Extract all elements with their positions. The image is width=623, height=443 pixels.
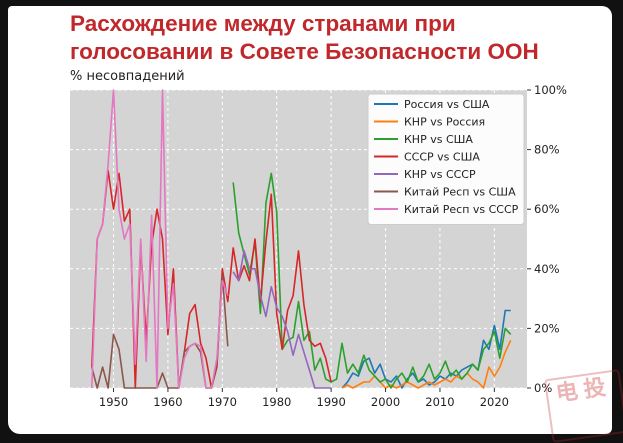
y-tick-label: 0% [534, 381, 552, 395]
y-tick-label: 40% [534, 262, 560, 276]
legend-box [367, 93, 525, 225]
x-tick-label: 2020 [480, 395, 509, 409]
y-tick-label: 80% [534, 143, 560, 157]
series-line [341, 309, 511, 389]
series-line [232, 250, 332, 389]
series-lines [91, 89, 512, 389]
title-line-2: голосовании в Совете Безопасности ООН [70, 39, 539, 64]
legend-label: СССР vs США [404, 151, 480, 164]
x-tick-label: 1980 [262, 395, 291, 409]
series-line [232, 172, 512, 389]
legend-label: КНР vs СССР [404, 168, 476, 181]
legend-label: Китай Респ vs США [404, 186, 516, 199]
legend-label: КНР vs Россия [404, 116, 485, 129]
x-tick-label: 1970 [208, 395, 237, 409]
x-tick-label: 2010 [425, 395, 454, 409]
y-tick-label: 60% [534, 202, 560, 216]
y-tick-label: 100% [534, 83, 567, 97]
legend: Россия vs США КНР vs Россия КНР vs США СССР… [367, 93, 525, 225]
legend-label: Россия vs США [404, 98, 490, 111]
y-axis: 0% 20% 40% 60% 80% 100% [527, 83, 567, 395]
series-line [91, 89, 229, 389]
y-tick-label: 20% [534, 321, 560, 335]
title-line-1: Расхождение между странами при [70, 11, 456, 36]
legend-label: Китай Респ vs СССР [404, 203, 519, 216]
x-tick-label: 2000 [371, 395, 400, 409]
y-unit-label: % несовпадений [70, 69, 185, 84]
x-tick-label: 1960 [153, 395, 182, 409]
x-tick-label: 1950 [99, 395, 128, 409]
watermark-stamp: 电投 [543, 369, 623, 443]
x-axis: 1950 1960 1970 1980 1990 2000 2010 2020 [99, 388, 509, 409]
x-tick-label: 1990 [317, 395, 346, 409]
chart-title: Расхождение между странами при голосован… [70, 10, 590, 66]
legend-label: КНР vs США [404, 133, 473, 146]
series-line [341, 339, 512, 389]
